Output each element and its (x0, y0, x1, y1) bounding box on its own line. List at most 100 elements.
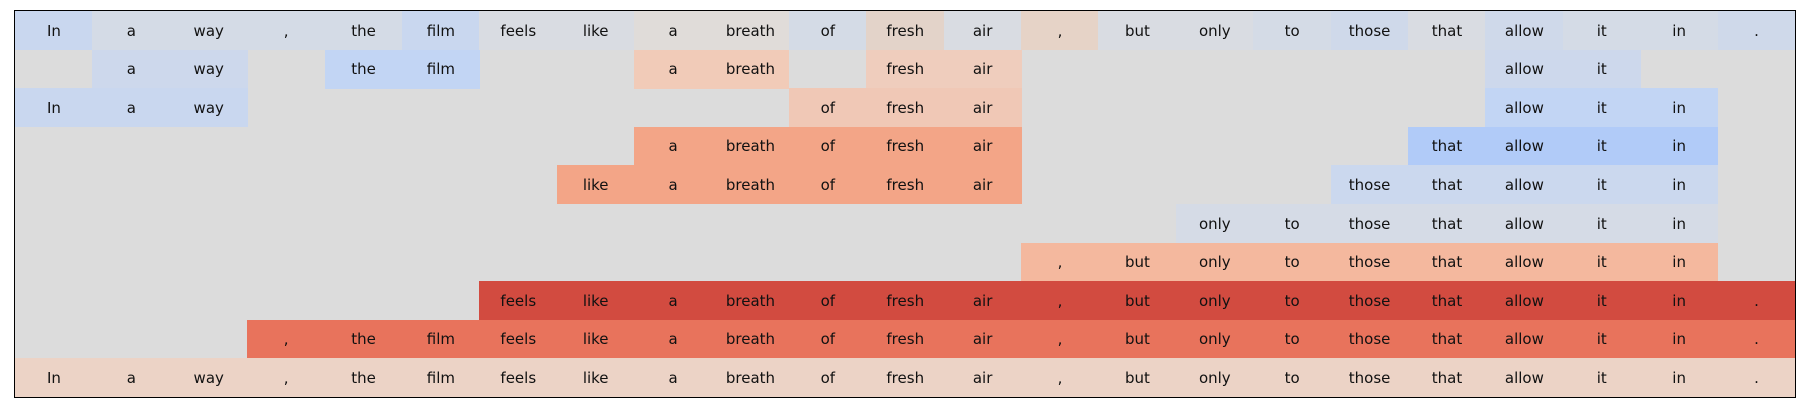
heatmap-cell: . (1717, 358, 1796, 398)
heatmap-cell: fresh (866, 49, 945, 89)
heatmap-cell: to (1253, 281, 1332, 321)
heatmap-cell: it (1562, 49, 1641, 89)
heatmap-cell: that (1408, 281, 1486, 321)
heatmap-cell: in (1640, 319, 1719, 359)
heatmap-cell: fresh (866, 319, 945, 359)
heatmap-cell: those (1330, 242, 1409, 282)
heatmap-cell: feels (479, 11, 558, 51)
heatmap-cell: film (401, 49, 480, 89)
heatmap-cell: . (1717, 281, 1796, 321)
heatmap-cell: the (324, 49, 403, 89)
heatmap-cell: a (634, 319, 713, 359)
heatmap-cell: of (788, 165, 867, 205)
heatmap-cell: those (1330, 358, 1409, 398)
heatmap-cell: breath (711, 126, 790, 166)
heatmap-cell: but (1098, 319, 1177, 359)
heatmap-cell: air (943, 49, 1022, 89)
heatmap-cell: , (1021, 358, 1099, 398)
heatmap-cell: . (1717, 319, 1796, 359)
heatmap-cell: allow (1485, 281, 1564, 321)
heatmap-cell: that (1408, 242, 1486, 282)
heatmap-cell: fresh (866, 126, 945, 166)
heatmap-cell: a (634, 49, 713, 89)
heatmap-cell: those (1330, 319, 1409, 359)
heatmap-cell: way (169, 88, 248, 128)
heatmap-cell: breath (711, 319, 790, 359)
heatmap-cell: in (1640, 281, 1719, 321)
heatmap-cell: like (556, 358, 635, 398)
heatmap-cell: of (788, 281, 867, 321)
heatmap-cell: only (1175, 204, 1254, 244)
heatmap-cell: fresh (866, 165, 945, 205)
heatmap-cell: , (247, 319, 326, 359)
heatmap-cell: that (1408, 126, 1486, 166)
heatmap-cell: air (943, 126, 1022, 166)
heatmap-cell: in (1640, 11, 1719, 51)
heatmap-cell: breath (711, 281, 790, 321)
heatmap-cell: fresh (866, 281, 945, 321)
heatmap-cell: In (15, 11, 93, 51)
heatmap-cell: those (1330, 165, 1409, 205)
heatmap-cell: breath (711, 11, 790, 51)
heatmap-cell: allow (1485, 11, 1564, 51)
heatmap-cell: feels (479, 358, 558, 398)
heatmap-cell: air (943, 165, 1022, 205)
heatmap-cell: allow (1485, 242, 1564, 282)
heatmap-cell: air (943, 281, 1022, 321)
heatmap-cell: in (1640, 126, 1719, 166)
heatmap-cell: fresh (866, 358, 945, 398)
heatmap-cell: it (1562, 281, 1641, 321)
heatmap-cell: of (788, 126, 867, 166)
heatmap-cell: allow (1485, 204, 1564, 244)
heatmap-cell: a (634, 165, 713, 205)
heatmap-cell: of (788, 88, 867, 128)
heatmap-cell: to (1253, 11, 1332, 51)
heatmap-cell: , (1021, 11, 1099, 51)
heatmap-cell: feels (479, 319, 558, 359)
heatmap-cell: that (1408, 165, 1486, 205)
heatmap-cell: only (1175, 319, 1254, 359)
heatmap-cell: air (943, 11, 1022, 51)
heatmap-cell: a (634, 281, 713, 321)
heatmap-cell: way (169, 49, 248, 89)
heatmap-cell: those (1330, 11, 1409, 51)
heatmap-cell: the (324, 319, 403, 359)
heatmap-cell: breath (711, 49, 790, 89)
heatmap-cell: those (1330, 204, 1409, 244)
heatmap-cell: way (169, 11, 248, 51)
heatmap-cell: allow (1485, 88, 1564, 128)
heatmap-cell: film (401, 358, 480, 398)
heatmap-cell: allow (1485, 358, 1564, 398)
heatmap-cell: to (1253, 319, 1332, 359)
heatmap-cell: fresh (866, 11, 945, 51)
heatmap-cell: it (1562, 165, 1641, 205)
heatmap-cell: In (15, 358, 93, 398)
heatmap-cell: In (15, 88, 93, 128)
heatmap-cell: but (1098, 242, 1177, 282)
heatmap-cell: in (1640, 165, 1719, 205)
heatmap-cell: like (556, 165, 635, 205)
heatmap-cell: allow (1485, 49, 1564, 89)
heatmap-cell: air (943, 88, 1022, 128)
heatmap-cell: only (1175, 281, 1254, 321)
heatmap-cell: a (634, 126, 713, 166)
heatmap-cell: like (556, 281, 635, 321)
heatmap-cell: , (247, 11, 326, 51)
heatmap-cell: a (92, 358, 171, 398)
heatmap-cell: air (943, 319, 1022, 359)
heatmap-cell: that (1408, 204, 1486, 244)
heatmap-cell: feels (479, 281, 558, 321)
heatmap-cell: it (1562, 242, 1641, 282)
heatmap-cell: those (1330, 281, 1409, 321)
heatmap-cell: breath (711, 358, 790, 398)
heatmap-cell: breath (711, 165, 790, 205)
heatmap-cell: , (1021, 319, 1099, 359)
heatmap-cell: allow (1485, 126, 1564, 166)
heatmap-cell: of (788, 319, 867, 359)
heatmap-cell: in (1640, 204, 1719, 244)
heatmap-cell: way (169, 358, 248, 398)
heatmap-cell: only (1175, 358, 1254, 398)
heatmap-cell: it (1562, 88, 1641, 128)
heatmap-cell: of (788, 11, 867, 51)
heatmap-cell: but (1098, 281, 1177, 321)
